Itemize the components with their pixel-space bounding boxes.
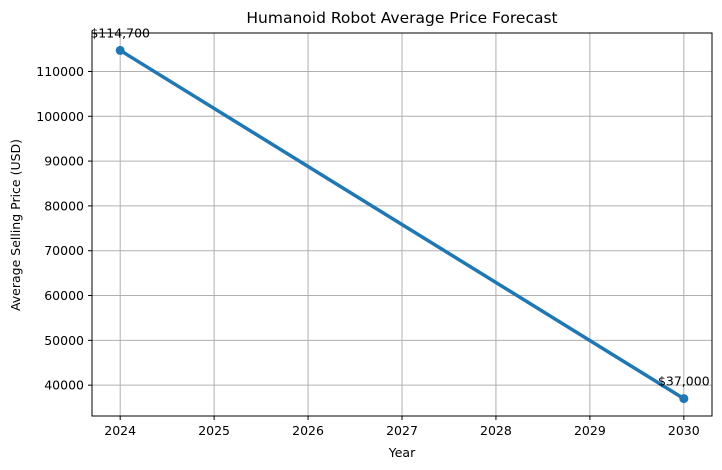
y-tick-label: 110000 bbox=[36, 64, 84, 79]
data-point bbox=[679, 394, 689, 404]
y-axis-label: Average Selling Price (USD) bbox=[8, 139, 23, 311]
y-tick-label: 50000 bbox=[44, 333, 84, 348]
chart-title: Humanoid Robot Average Price Forecast bbox=[246, 9, 557, 27]
x-tick-label: 2030 bbox=[668, 423, 700, 438]
y-tick-label: 70000 bbox=[44, 243, 84, 258]
x-axis-label: Year bbox=[388, 445, 416, 460]
grid bbox=[92, 33, 712, 416]
x-tick-label: 2024 bbox=[104, 423, 136, 438]
data-point bbox=[115, 45, 125, 55]
x-tick-label: 2025 bbox=[198, 423, 230, 438]
series-line bbox=[119, 48, 685, 401]
x-tick-label: 2029 bbox=[574, 423, 606, 438]
x-tick-label: 2028 bbox=[480, 423, 512, 438]
y-tick-label: 40000 bbox=[44, 378, 84, 393]
y-tick-label: 100000 bbox=[36, 109, 84, 124]
y-tick-label: 60000 bbox=[44, 288, 84, 303]
x-tick-label: 2027 bbox=[386, 423, 418, 438]
y-tick-label: 90000 bbox=[44, 154, 84, 169]
y-axis: 40000 50000 60000 70000 80000 90000 100000 1100… bbox=[36, 64, 92, 393]
y-tick-label: 80000 bbox=[44, 198, 84, 213]
x-axis: 2024 2025 2026 2027 2028 2029 2030 bbox=[104, 416, 700, 438]
data-label: $37,000 bbox=[658, 374, 710, 389]
x-tick-label: 2026 bbox=[292, 423, 324, 438]
series-layer: $114,700$37,000 bbox=[90, 25, 710, 404]
